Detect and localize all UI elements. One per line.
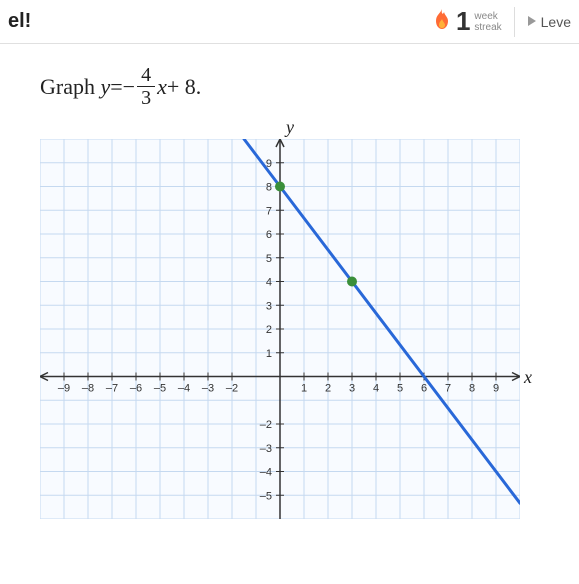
eq-frac-num: 4 bbox=[137, 64, 155, 87]
svg-text:8: 8 bbox=[266, 182, 272, 194]
svg-text:1: 1 bbox=[301, 383, 307, 395]
eq-frac-den: 3 bbox=[137, 87, 155, 109]
svg-text:6: 6 bbox=[421, 383, 427, 395]
svg-text:–5: –5 bbox=[154, 383, 166, 395]
streak-label-line2: streak bbox=[474, 22, 501, 33]
eq-fraction: 4 3 bbox=[137, 64, 155, 109]
svg-text:–2: –2 bbox=[260, 419, 272, 431]
eq-equals: = bbox=[110, 74, 122, 100]
y-axis-label: y bbox=[286, 117, 294, 138]
divider bbox=[514, 7, 515, 37]
level-indicator[interactable]: Leve bbox=[527, 14, 571, 30]
eq-var: x bbox=[157, 74, 167, 100]
svg-text:–3: –3 bbox=[202, 383, 214, 395]
graph-canvas[interactable]: –9–8–7–6–5–4–3–2123456789123456789–2–3–4… bbox=[40, 139, 520, 539]
eq-lhs: y bbox=[100, 74, 110, 100]
streak-label: week streak bbox=[474, 11, 501, 33]
svg-text:6: 6 bbox=[266, 229, 272, 241]
svg-text:3: 3 bbox=[349, 383, 355, 395]
streak-value: 1 bbox=[456, 6, 470, 37]
svg-text:2: 2 bbox=[266, 324, 272, 336]
svg-text:3: 3 bbox=[266, 300, 272, 312]
eq-suffix: + 8. bbox=[167, 74, 201, 100]
play-icon bbox=[527, 14, 537, 30]
level-label: Leve bbox=[541, 14, 571, 30]
svg-text:7: 7 bbox=[266, 205, 272, 217]
svg-text:–5: –5 bbox=[260, 490, 272, 502]
chart-svg: –9–8–7–6–5–4–3–2123456789123456789–2–3–4… bbox=[40, 139, 520, 519]
svg-text:4: 4 bbox=[266, 277, 272, 289]
svg-text:–4: –4 bbox=[260, 467, 272, 479]
svg-text:9: 9 bbox=[493, 383, 499, 395]
svg-text:4: 4 bbox=[373, 383, 379, 395]
content-area: Graph y = − 4 3 x + 8. –9 –8 –7 –6 –5 –4 –3 –2 1… bbox=[0, 44, 579, 584]
svg-text:1: 1 bbox=[266, 348, 272, 360]
svg-text:–6: –6 bbox=[130, 383, 142, 395]
topbar-right: 1 week streak Leve bbox=[432, 6, 571, 37]
page-title-fragment: el! bbox=[8, 10, 31, 33]
svg-text:–2: –2 bbox=[226, 383, 238, 395]
svg-text:2: 2 bbox=[325, 383, 331, 395]
svg-text:–9: –9 bbox=[58, 383, 70, 395]
flame-icon bbox=[432, 7, 452, 36]
equation-prompt: Graph y = − 4 3 x + 8. bbox=[40, 64, 569, 109]
svg-text:–8: –8 bbox=[82, 383, 94, 395]
streak-indicator[interactable]: 1 week streak bbox=[432, 6, 502, 37]
svg-text:–7: –7 bbox=[106, 383, 118, 395]
svg-text:5: 5 bbox=[397, 383, 403, 395]
prompt-word: Graph bbox=[40, 74, 95, 100]
eq-neg: − bbox=[123, 74, 135, 100]
x-axis-label: x bbox=[524, 367, 532, 388]
svg-text:–4: –4 bbox=[178, 383, 190, 395]
svg-text:8: 8 bbox=[469, 383, 475, 395]
svg-text:5: 5 bbox=[266, 253, 272, 265]
svg-text:–3: –3 bbox=[260, 443, 272, 455]
topbar: el! 1 week streak Leve bbox=[0, 0, 579, 44]
svg-text:7: 7 bbox=[445, 383, 451, 395]
streak-label-line1: week bbox=[474, 11, 501, 22]
